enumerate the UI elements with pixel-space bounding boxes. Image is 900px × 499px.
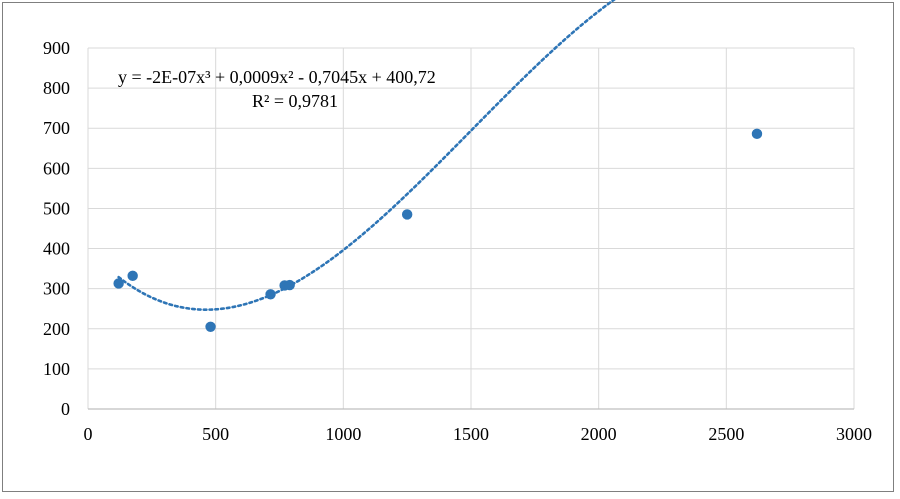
y-tick-label: 300	[43, 279, 70, 299]
data-point	[113, 278, 124, 289]
y-tick-label: 900	[43, 38, 70, 58]
trendline	[117, 0, 616, 311]
y-tick-label: 500	[43, 198, 70, 218]
y-tick-label: 600	[43, 158, 70, 178]
y-tick-label: 0	[61, 399, 70, 419]
y-tick-label: 200	[43, 319, 70, 339]
chart-frame	[2, 2, 894, 492]
y-tick-label: 400	[43, 239, 70, 259]
data-point	[401, 209, 413, 220]
y-tick-label: 100	[43, 359, 70, 379]
data-point	[265, 289, 276, 300]
y-tick-label: 800	[43, 78, 70, 98]
data-points	[113, 128, 763, 332]
x-tick-label: 3000	[836, 424, 872, 444]
y-tick-label: 700	[43, 118, 70, 138]
x-tick-label: 2500	[708, 424, 744, 444]
x-tick-label: 2000	[581, 424, 617, 444]
trendline-equation: y = -2E-07x³ + 0,0009x² - 0,7045x + 400,…	[118, 67, 436, 87]
x-tick-label: 1500	[453, 424, 489, 444]
data-point	[284, 279, 295, 291]
gridlines	[87, 47, 855, 410]
data-point	[751, 128, 763, 140]
data-point	[205, 321, 216, 332]
x-tick-labels: 0 500 1000 1500 2000 2500 3000	[84, 424, 873, 444]
x-tick-label: 1000	[325, 424, 361, 444]
r-squared-label: R² = 0,9781	[252, 91, 338, 111]
x-tick-label: 0	[84, 424, 93, 444]
x-tick-label: 500	[202, 424, 229, 444]
data-point	[127, 270, 138, 282]
y-tick-labels: 0 100 200 300 400 500 600 700 800 900	[43, 38, 70, 419]
